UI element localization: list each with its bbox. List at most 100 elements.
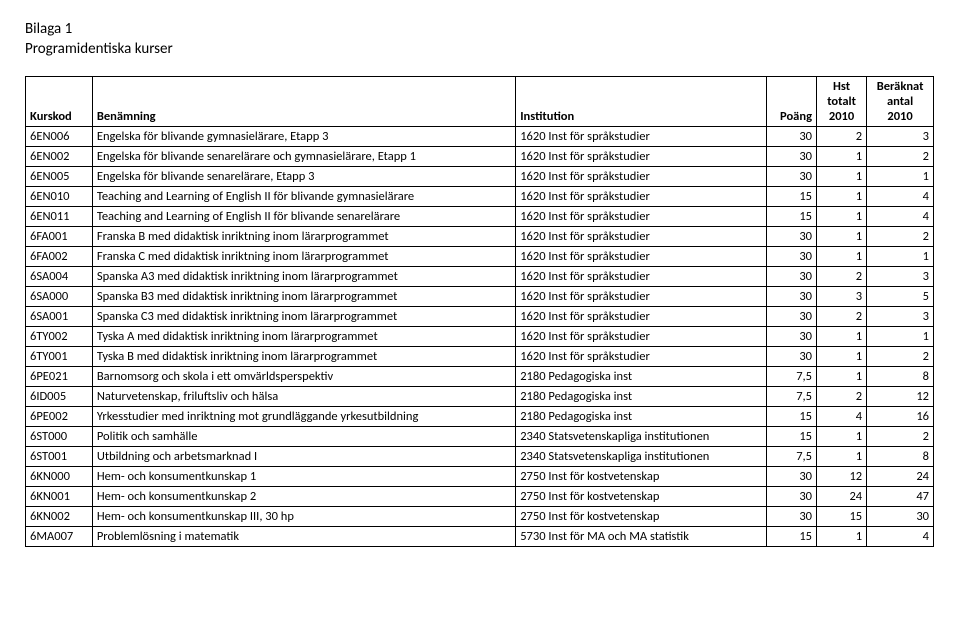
cell-kurskod: 6EN010 [26, 187, 93, 207]
cell-institution: 2750 Inst för kostvetenskap [516, 467, 767, 487]
cell-poang: 30 [766, 327, 816, 347]
table-row: 6EN010Teaching and Learning of English I… [26, 187, 934, 207]
cell-poang: 30 [766, 267, 816, 287]
cell-benamning: Franska B med didaktisk inriktning inom … [92, 227, 515, 247]
table-row: 6ID005Naturvetenskap, friluftsliv och hä… [26, 387, 934, 407]
cell-poang: 15 [766, 427, 816, 447]
table-row: 6SA004Spanska A3 med didaktisk inriktnin… [26, 267, 934, 287]
col-poang: Poäng [766, 77, 816, 127]
cell-kurskod: 6EN011 [26, 207, 93, 227]
cell-benamning: Politik och samhälle [92, 427, 515, 447]
cell-benamning: Problemlösning i matematik [92, 527, 515, 547]
cell-hst: 1 [817, 147, 867, 167]
cell-beraknat: 2 [867, 347, 934, 367]
cell-beraknat: 1 [867, 247, 934, 267]
cell-beraknat: 4 [867, 187, 934, 207]
cell-beraknat: 3 [867, 127, 934, 147]
cell-hst: 1 [817, 427, 867, 447]
cell-institution: 1620 Inst för språkstudier [516, 207, 767, 227]
cell-poang: 30 [766, 347, 816, 367]
table-row: 6SA000Spanska B3 med didaktisk inriktnin… [26, 287, 934, 307]
cell-beraknat: 2 [867, 427, 934, 447]
cell-benamning: Utbildning och arbetsmarknad I [92, 447, 515, 467]
table-row: 6ST000Politik och samhälle2340 Statsvete… [26, 427, 934, 447]
cell-kurskod: 6PE002 [26, 407, 93, 427]
cell-kurskod: 6ID005 [26, 387, 93, 407]
cell-institution: 1620 Inst för språkstudier [516, 287, 767, 307]
cell-benamning: Teaching and Learning of English II för … [92, 207, 515, 227]
cell-beraknat: 47 [867, 487, 934, 507]
cell-kurskod: 6TY002 [26, 327, 93, 347]
cell-hst: 1 [817, 247, 867, 267]
cell-kurskod: 6EN005 [26, 167, 93, 187]
cell-benamning: Hem- och konsumentkunskap 2 [92, 487, 515, 507]
cell-benamning: Yrkesstudier med inriktning mot grundläg… [92, 407, 515, 427]
cell-poang: 15 [766, 207, 816, 227]
table-row: 6TY001Tyska B med didaktisk inriktning i… [26, 347, 934, 367]
cell-institution: 2180 Pedagogiska inst [516, 367, 767, 387]
cell-beraknat: 4 [867, 527, 934, 547]
table-row: 6SA001Spanska C3 med didaktisk inriktnin… [26, 307, 934, 327]
cell-beraknat: 3 [867, 307, 934, 327]
table-row: 6EN011Teaching and Learning of English I… [26, 207, 934, 227]
cell-benamning: Teaching and Learning of English II för … [92, 187, 515, 207]
cell-poang: 30 [766, 227, 816, 247]
col-kurskod: Kurskod [26, 77, 93, 127]
cell-poang: 7,5 [766, 367, 816, 387]
cell-hst: 1 [817, 327, 867, 347]
document-title: Bilaga 1 [25, 20, 934, 38]
cell-institution: 1620 Inst för språkstudier [516, 167, 767, 187]
table-row: 6EN005Engelska för blivande senarelärare… [26, 167, 934, 187]
cell-kurskod: 6ST001 [26, 447, 93, 467]
table-row: 6KN002Hem- och konsumentkunskap III, 30 … [26, 507, 934, 527]
cell-beraknat: 24 [867, 467, 934, 487]
table-row: 6FA001Franska B med didaktisk inriktning… [26, 227, 934, 247]
table-body: 6EN006Engelska för blivande gymnasielära… [26, 127, 934, 547]
cell-benamning: Tyska B med didaktisk inriktning inom lä… [92, 347, 515, 367]
cell-beraknat: 2 [867, 147, 934, 167]
cell-institution: 2750 Inst för kostvetenskap [516, 487, 767, 507]
cell-institution: 2180 Pedagogiska inst [516, 407, 767, 427]
cell-institution: 1620 Inst för språkstudier [516, 227, 767, 247]
cell-beraknat: 30 [867, 507, 934, 527]
cell-hst: 15 [817, 507, 867, 527]
cell-hst: 2 [817, 387, 867, 407]
col-benamning: Benämning [92, 77, 515, 127]
cell-beraknat: 5 [867, 287, 934, 307]
cell-institution: 1620 Inst för språkstudier [516, 147, 767, 167]
table-header-row: Kurskod Benämning Institution Poäng Hst … [26, 77, 934, 127]
table-row: 6EN006Engelska för blivande gymnasielära… [26, 127, 934, 147]
col-institution: Institution [516, 77, 767, 127]
cell-poang: 15 [766, 407, 816, 427]
cell-benamning: Tyska A med didaktisk inriktning inom lä… [92, 327, 515, 347]
courses-table: Kurskod Benämning Institution Poäng Hst … [25, 76, 934, 547]
table-row: 6PE021Barnomsorg och skola i ett omvärld… [26, 367, 934, 387]
cell-institution: 2340 Statsvetenskapliga institutionen [516, 427, 767, 447]
cell-institution: 2340 Statsvetenskapliga institutionen [516, 447, 767, 467]
cell-hst: 1 [817, 527, 867, 547]
cell-beraknat: 2 [867, 227, 934, 247]
document-subtitle: Programidentiska kurser [25, 40, 934, 58]
cell-beraknat: 1 [867, 167, 934, 187]
table-row: 6KN000Hem- och konsumentkunskap 12750 In… [26, 467, 934, 487]
table-row: 6TY002Tyska A med didaktisk inriktning i… [26, 327, 934, 347]
cell-kurskod: 6EN006 [26, 127, 93, 147]
cell-benamning: Barnomsorg och skola i ett omvärldspersp… [92, 367, 515, 387]
cell-benamning: Spanska A3 med didaktisk inriktning inom… [92, 267, 515, 287]
table-row: 6EN002Engelska för blivande senarelärare… [26, 147, 934, 167]
cell-beraknat: 8 [867, 367, 934, 387]
cell-kurskod: 6FA001 [26, 227, 93, 247]
cell-beraknat: 1 [867, 327, 934, 347]
cell-hst: 1 [817, 187, 867, 207]
cell-benamning: Engelska för blivande gymnasielärare, Et… [92, 127, 515, 147]
cell-hst: 2 [817, 307, 867, 327]
cell-poang: 7,5 [766, 447, 816, 467]
cell-institution: 1620 Inst för språkstudier [516, 127, 767, 147]
cell-benamning: Franska C med didaktisk inriktning inom … [92, 247, 515, 267]
cell-kurskod: 6SA004 [26, 267, 93, 287]
cell-institution: 2750 Inst för kostvetenskap [516, 507, 767, 527]
cell-benamning: Engelska för blivande senarelärare och g… [92, 147, 515, 167]
cell-hst: 1 [817, 207, 867, 227]
cell-benamning: Hem- och konsumentkunskap 1 [92, 467, 515, 487]
table-row: 6MA007Problemlösning i matematik5730 Ins… [26, 527, 934, 547]
